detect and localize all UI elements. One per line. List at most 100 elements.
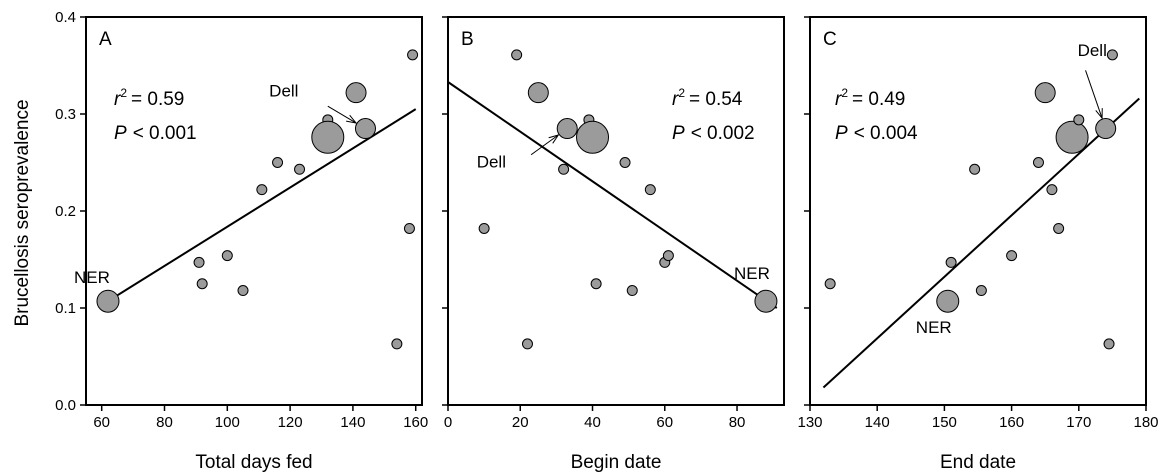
panel-c-x-tick-label: 140: [865, 414, 890, 431]
panel-b-x-tick-label: 60: [656, 414, 673, 431]
panel-c-x-tick-label: 130: [797, 414, 822, 431]
panel-c-x-tick-label: 160: [999, 414, 1024, 431]
panel-b-data-point: [527, 82, 549, 104]
panel-a-ticks: 60 80 100 120 140 160 0.0 0.1 0.2 0.3 0.4: [55, 9, 428, 431]
panel-a-data-point: [193, 256, 205, 268]
panel-c-data-point: [969, 163, 981, 175]
panel-b-data-point: [558, 163, 570, 175]
panel-a-data-point: [354, 118, 376, 140]
panel-a-data-point: [294, 163, 306, 175]
panel-c-x-tick-label: 170: [1066, 414, 1091, 431]
panel-a-x-tick-label: 100: [215, 414, 240, 431]
panel-a-data-point: [311, 120, 345, 154]
panel-b-x-tick-label: 0: [444, 414, 452, 431]
panel-c-data-point: [1046, 184, 1058, 196]
panel-c-data-point: [1103, 338, 1115, 350]
y-axis-label: Brucellosis seroprevalence: [12, 99, 33, 326]
panel-b-x-tick-label: 80: [729, 414, 746, 431]
panel-b-data-point: [556, 118, 578, 140]
panel-a-x-tick-label: 80: [156, 414, 173, 431]
panel-a-data-point: [345, 82, 367, 104]
panel-c-regression-line: [822, 97, 1140, 389]
panel-a-plot: NER Dell: [74, 49, 419, 350]
panel-a-annotation-arrow: [327, 105, 357, 124]
panel-a-data-point: [403, 222, 415, 234]
panel-b-data-point: [576, 120, 610, 154]
panel-c-data-point: [1073, 114, 1085, 126]
panel-a-data-point: [221, 250, 233, 262]
y-tick-label: 0.2: [55, 203, 76, 220]
panel-a-r2: r2 = 0.59: [114, 86, 184, 110]
y-tick-label: 0.4: [55, 9, 76, 26]
panel-c-data-point: [1106, 49, 1118, 61]
panel-a-data-point: [96, 289, 120, 313]
panel-c-frame: [809, 16, 1147, 406]
panel-b-data-point: [626, 285, 638, 297]
panel-b-data-point: [511, 49, 523, 61]
panel-b-annotation-dell: Dell: [477, 152, 506, 171]
panel-b-annotation-arrowhead: [548, 134, 560, 144]
panel-a-x-tick-label: 140: [340, 414, 365, 431]
panel-c-annotation-arrow: [1085, 70, 1103, 119]
panel-c-data-point: [1055, 120, 1089, 154]
panel-c-data-point: [1006, 250, 1018, 262]
panel-a-data-point: [256, 184, 268, 196]
panel-c: 130 140 150 160 170 180 Dell NER C r2 = 0.49 P <…: [797, 16, 1159, 473]
panel-b-data-point: [521, 338, 533, 350]
panel-b-data-point: [590, 278, 602, 290]
panel-c-annotation-dell: Dell: [1078, 41, 1107, 60]
panel-c-x-tick-label: 180: [1133, 414, 1158, 431]
y-tick-label: 0.1: [55, 300, 76, 317]
panel-a-annotation-dell: Dell: [269, 82, 298, 101]
panel-c-ticks: 130 140 150 160 170 180: [797, 16, 1159, 431]
panel-a-data-point: [196, 278, 208, 290]
panel-c-annotation-ner: NER: [916, 318, 952, 337]
panel-c-x-axis-label: End date: [940, 452, 1016, 473]
panel-c-data-point: [1053, 222, 1065, 234]
panel-b-data-point: [754, 289, 778, 313]
panel-a-data-point: [237, 285, 249, 297]
panel-b-letter: B: [461, 29, 474, 50]
panel-a-x-tick-label: 160: [403, 414, 428, 431]
panel-b-plot: Dell NER: [447, 49, 778, 350]
panel-c-data-point: [975, 285, 987, 297]
panel-b-frame: [447, 16, 785, 406]
panel-c-data-point: [1034, 82, 1056, 104]
panel-a-x-tick-label: 60: [93, 414, 110, 431]
panel-c-p: P < 0.004: [835, 123, 918, 144]
panel-b-annotation-arrow: [530, 134, 559, 156]
panel-c-data-point: [936, 289, 960, 313]
panel-b-annotation-ner: NER: [734, 264, 770, 283]
y-tick-label: 0.3: [55, 106, 76, 123]
panel-a-letter: A: [99, 29, 112, 50]
y-tick-label: 0.0: [55, 397, 76, 414]
panel-b-x-tick-label: 40: [584, 414, 601, 431]
panel-a-annotation-ner: NER: [74, 268, 110, 287]
panel-c-data-point: [1095, 118, 1117, 140]
panel-c-plot: Dell NER: [822, 41, 1140, 389]
panel-a-regression-line: [107, 108, 417, 303]
panel-b-data-point: [619, 157, 631, 168]
panel-a-data-point: [391, 338, 403, 350]
panel-c-data-point: [945, 256, 957, 268]
panel-b: 0 20 40 60 80 Dell NER B r2 = 0.54 P < 0.002 Be…: [442, 16, 785, 473]
panel-b-x-tick-label: 20: [512, 414, 529, 431]
panel-a-annotation-arrowhead: [346, 114, 358, 124]
panel-b-ticks: 0 20 40 60 80: [442, 16, 746, 431]
panel-b-regression-line: [447, 81, 778, 309]
panel-b-r2: r2 = 0.54: [672, 86, 743, 110]
panel-c-r2: r2 = 0.49: [835, 86, 905, 110]
panel-b-p: P < 0.002: [672, 123, 755, 144]
panel-a-data-point: [272, 157, 284, 168]
panel-a-x-axis-label: Total days fed: [195, 452, 312, 473]
panel-a-p: P < 0.001: [114, 123, 197, 144]
panel-b-x-axis-label: Begin date: [571, 452, 662, 473]
panel-c-data-point: [824, 278, 836, 290]
panel-b-data-point: [662, 250, 674, 262]
panel-a-x-tick-label: 120: [278, 414, 303, 431]
panel-c-data-point: [1032, 157, 1044, 168]
panel-a-data-point: [407, 49, 419, 61]
panel-b-data-point: [478, 222, 490, 234]
